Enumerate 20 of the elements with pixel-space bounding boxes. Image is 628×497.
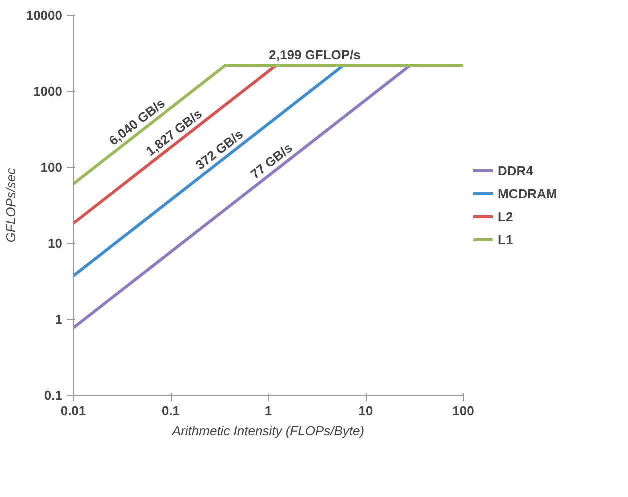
legend-label: L1 — [498, 232, 514, 247]
x-tick-label: 100 — [452, 404, 474, 418]
y-tick-label: 10000 — [26, 8, 63, 23]
annotation: 2,199 GFLOP/s — [269, 47, 361, 62]
x-tick-label: 1 — [264, 404, 272, 418]
x-tick-label: 0.1 — [162, 404, 180, 418]
y-tick-label: 10 — [48, 236, 63, 251]
y-tick-label: 1000 — [34, 84, 62, 99]
x-axis-title: Arithmetic Intensity (FLOPs/Byte) — [171, 424, 365, 438]
y-tick-label: 0.1 — [44, 388, 63, 403]
x-tick-label: 0.01 — [60, 404, 86, 418]
y-axis-title: GFLOPs/sec — [3, 168, 18, 243]
legend-label: L2 — [498, 209, 514, 224]
y-tick-label: 1 — [55, 312, 63, 327]
annotation: 372 GB/s — [192, 126, 246, 173]
annotation: 77 GB/s — [248, 140, 296, 182]
x-tick-label: 10 — [358, 404, 374, 418]
y-tick-label: 100 — [40, 160, 63, 175]
legend-label: MCDRAM — [498, 186, 558, 201]
legend-label: DDR4 — [498, 163, 534, 178]
